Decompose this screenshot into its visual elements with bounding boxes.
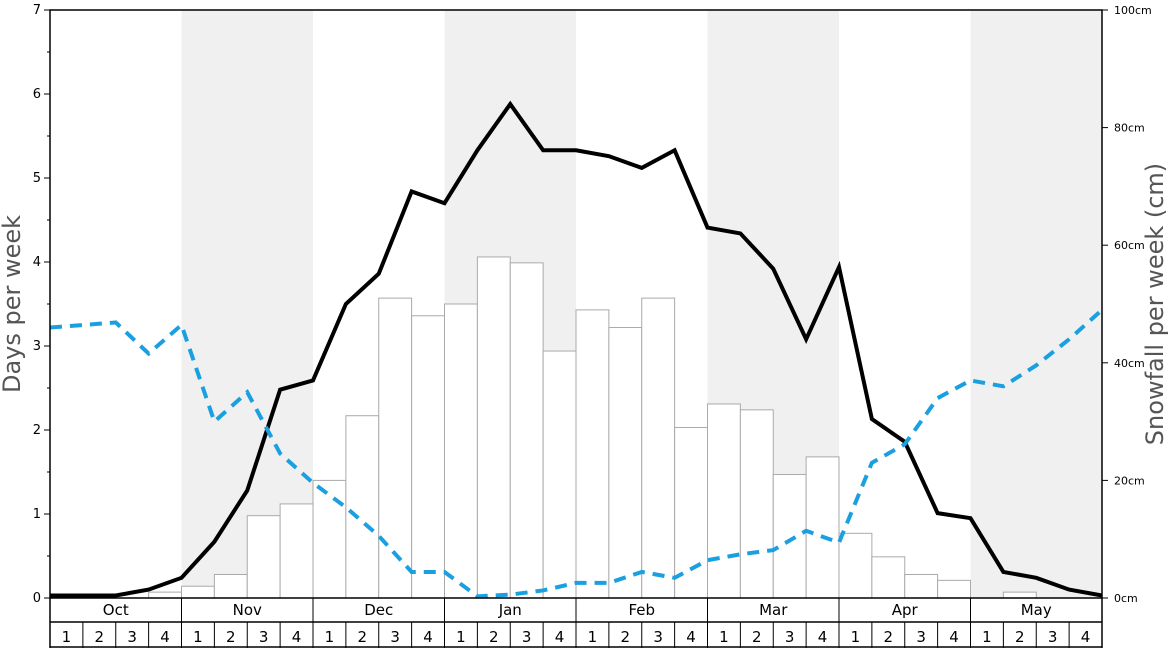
snowfall-bar bbox=[213, 573, 248, 599]
month-label: Mar bbox=[759, 601, 788, 619]
x-axis-table: Oct 1 2 3 4 Nov 1 2 3 4 Dec 1 2 3 4 Jan 1 2 3 4 Feb 1 2 3 4 Mar 1 2… bbox=[49, 598, 1103, 648]
week-label: 4 bbox=[949, 628, 959, 646]
week-label: 4 bbox=[292, 628, 302, 646]
week-label: 3 bbox=[785, 628, 795, 646]
snowfall-bar bbox=[838, 532, 873, 599]
week-label: 3 bbox=[1048, 628, 1058, 646]
month-band bbox=[181, 10, 313, 598]
snowfall-bar bbox=[444, 303, 478, 599]
snowfall-bar bbox=[772, 474, 807, 599]
left-tick-label: 2 bbox=[33, 423, 41, 438]
snowfall-bar bbox=[608, 327, 643, 599]
month-label: Jan bbox=[498, 601, 522, 619]
week-label: 3 bbox=[653, 628, 663, 646]
week-label: 3 bbox=[522, 628, 532, 646]
week-label: 1 bbox=[62, 628, 72, 646]
snowfall-bar bbox=[378, 297, 413, 599]
week-label: 4 bbox=[160, 628, 170, 646]
snowfall-bar bbox=[279, 503, 314, 599]
right-tick-label: 60cm bbox=[1114, 239, 1145, 252]
right-tick-label: 40cm bbox=[1114, 357, 1145, 370]
snowfall-bar bbox=[1002, 591, 1037, 599]
left-axis-label: Days per week bbox=[0, 215, 26, 393]
week-label: 2 bbox=[489, 628, 499, 646]
week-label: 4 bbox=[555, 628, 565, 646]
snowfall-bar bbox=[707, 403, 741, 599]
week-label: 3 bbox=[127, 628, 137, 646]
week-label: 2 bbox=[95, 628, 105, 646]
month-label: Feb bbox=[628, 601, 655, 619]
week-label: 4 bbox=[1081, 628, 1091, 646]
dashed-line-series bbox=[49, 308, 1104, 599]
week-label: 2 bbox=[884, 628, 894, 646]
week-label: 1 bbox=[588, 628, 598, 646]
snowfall-bar bbox=[148, 591, 182, 599]
month-label: Oct bbox=[103, 601, 129, 619]
snowfall-bar bbox=[476, 256, 511, 599]
month-band bbox=[970, 10, 1102, 598]
week-label: 2 bbox=[621, 628, 631, 646]
right-tick-label: 100cm bbox=[1114, 4, 1152, 17]
snowfall-bar bbox=[805, 456, 840, 599]
week-label: 1 bbox=[982, 628, 992, 646]
week-label: 3 bbox=[259, 628, 269, 646]
snowfall-bar bbox=[641, 297, 676, 599]
left-axis: 0 1 2 3 4 5 6 7 bbox=[33, 3, 50, 606]
solid-line-series bbox=[50, 100, 1103, 598]
month-label: Apr bbox=[892, 601, 919, 619]
left-tick-label: 4 bbox=[33, 255, 41, 270]
right-axis: 0cm 20cm 40cm 60cm 80cm 100cm bbox=[1102, 4, 1152, 605]
week-label: 3 bbox=[390, 628, 400, 646]
right-tick-label: 0cm bbox=[1114, 592, 1138, 605]
snowfall-bar bbox=[575, 309, 610, 599]
left-tick-label: 5 bbox=[33, 171, 41, 186]
month-label: May bbox=[1021, 601, 1052, 619]
week-label: 2 bbox=[1015, 628, 1025, 646]
snowfall-bar bbox=[509, 262, 544, 599]
snowfall-bar bbox=[411, 315, 445, 599]
snowfall-bar bbox=[312, 479, 347, 599]
left-tick-label: 7 bbox=[33, 3, 41, 18]
snowfall-bar bbox=[542, 350, 577, 599]
left-tick-label: 6 bbox=[33, 87, 41, 102]
left-tick-label: 1 bbox=[33, 507, 41, 522]
week-label: 4 bbox=[686, 628, 696, 646]
week-label: 1 bbox=[456, 628, 466, 646]
snowfall-bar bbox=[937, 579, 971, 599]
snowfall-bar bbox=[739, 409, 774, 599]
snowfall-bar bbox=[674, 426, 708, 599]
week-label: 1 bbox=[193, 628, 203, 646]
left-tick-label: 0 bbox=[33, 591, 41, 606]
week-label: 4 bbox=[423, 628, 433, 646]
week-label: 1 bbox=[719, 628, 729, 646]
week-label: 2 bbox=[752, 628, 762, 646]
snowfall-bars bbox=[148, 256, 1037, 599]
week-label: 2 bbox=[226, 628, 236, 646]
month-label: Dec bbox=[364, 601, 393, 619]
week-label: 1 bbox=[325, 628, 335, 646]
week-label: 1 bbox=[851, 628, 861, 646]
snowfall-bar bbox=[871, 556, 906, 599]
week-label: 3 bbox=[916, 628, 926, 646]
series-lines bbox=[49, 100, 1104, 599]
snowfall-bar bbox=[904, 573, 939, 599]
snowfall-bar bbox=[246, 515, 281, 599]
right-axis-label: Snowfall per week (cm) bbox=[1141, 163, 1168, 445]
month-label: Nov bbox=[233, 601, 262, 619]
week-label: 2 bbox=[358, 628, 368, 646]
week-label: 4 bbox=[818, 628, 828, 646]
right-tick-label: 80cm bbox=[1114, 122, 1145, 135]
left-tick-label: 3 bbox=[33, 339, 41, 354]
snowfall-bar bbox=[181, 585, 215, 599]
snowfall-bar bbox=[345, 415, 380, 599]
right-tick-label: 20cm bbox=[1114, 474, 1145, 487]
